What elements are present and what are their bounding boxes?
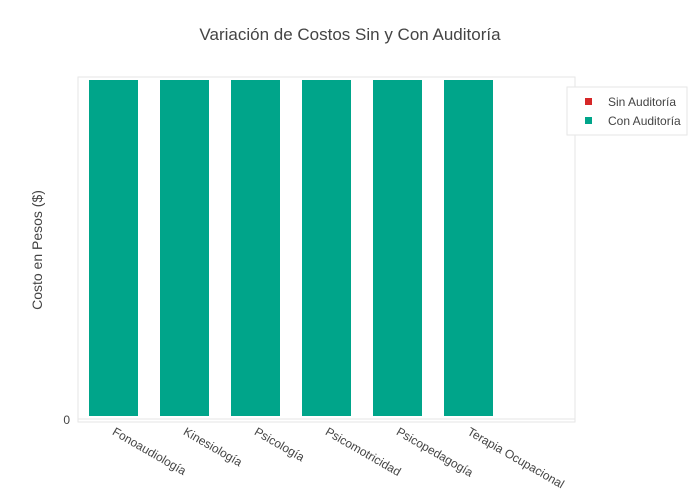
plot-area [77,76,576,423]
legend-box [566,86,688,136]
x-tick-label: Terapia Ocupacional [465,424,567,491]
y-tick-label: 0 [63,413,70,427]
x-tick-label: Fonoaudiología [110,424,189,478]
legend-marker-con-auditoria [585,117,592,124]
bars-layer [89,80,493,416]
bar-con-auditoria-psicomotricidad[interactable] [302,80,351,416]
bar-con-auditoria-psicologia[interactable] [231,80,280,416]
x-tick-label: Psicomotricidad [323,424,403,478]
x-tick-label: Kinesiología [181,424,245,469]
x-tick-label: Psicopedagogía [394,424,476,479]
chart-title: Variación de Costos Sin y Con Auditoría [199,25,501,44]
legend-label-sin-auditoria[interactable]: Sin Auditoría [608,95,676,109]
legend-label-con-auditoria[interactable]: Con Auditoría [608,114,681,128]
bar-con-auditoria-fonoaudiologia[interactable] [89,80,138,416]
bar-con-auditoria-terapia-ocupacional[interactable] [444,80,493,416]
bar-con-auditoria-kinesiologia[interactable] [160,80,209,416]
x-tick-label: Psicología [252,424,307,464]
legend-marker-sin-auditoria [585,98,592,105]
bar-con-auditoria-psicopedagogia[interactable] [373,80,422,416]
y-axis-title: Costo en Pesos ($) [29,190,45,310]
legend[interactable]: Sin Auditoría Con Auditoría [566,86,688,136]
